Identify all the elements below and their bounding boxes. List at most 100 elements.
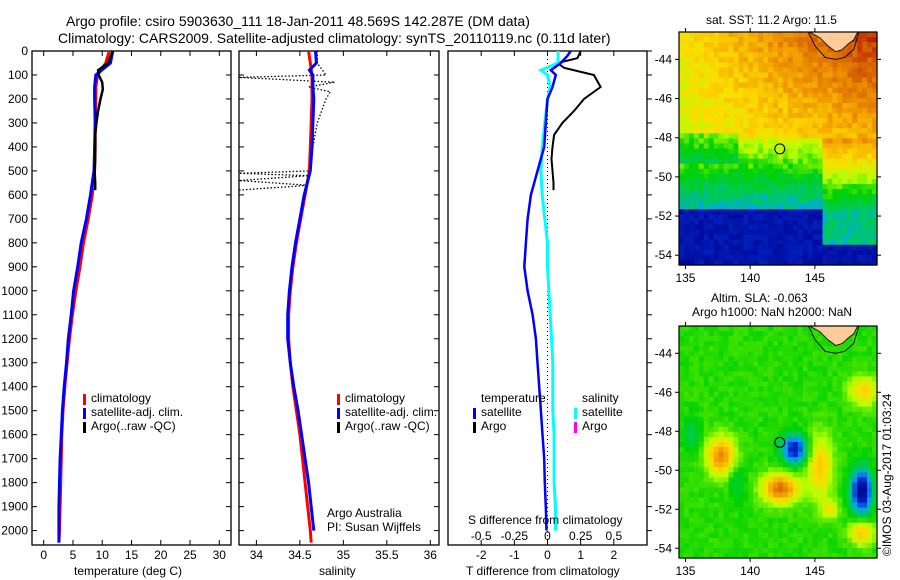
sdiff-tick-label: -0.5	[471, 529, 492, 543]
sst-map-depth-contour	[807, 31, 860, 60]
legend-temperature-argo: Argo	[481, 419, 507, 433]
salinity-x-tick-label: 34	[250, 548, 264, 562]
depth-tick-label: 1800	[1, 476, 28, 490]
temperature-climatology-line	[57, 50, 111, 543]
legend-swatch-satellite	[83, 408, 86, 419]
sdiff-x2label: S difference from climatology	[468, 513, 623, 527]
legend-swatch-argo	[83, 422, 86, 433]
sst-map-lon-tick-label: 140	[740, 271, 760, 285]
temperature-legend-climatology: climatology	[91, 391, 152, 405]
sla-map-lon-tick-label: 140	[740, 564, 760, 578]
sst-map-lat-tick-label: -44	[655, 52, 673, 66]
sst-map-lat-tick-label: -46	[655, 92, 673, 106]
sdiff-tick-label: 0.25	[569, 529, 593, 543]
depth-tick-label: 700	[8, 212, 28, 226]
sla-map-lat-tick-label: -44	[655, 346, 673, 360]
temperature-x-tick-label: 10	[96, 548, 110, 562]
depth-tick-label: 1700	[1, 452, 28, 466]
legend-swatch-salinity-satellite	[574, 408, 577, 419]
sst-map-lat-tick-label: -50	[655, 170, 673, 184]
sla-map-lat-tick-label: -52	[655, 502, 673, 516]
imos-credit: ©IMOS 03-Aug-2017 01:03:24	[880, 393, 894, 556]
temperature-x-tick-label: 20	[154, 548, 168, 562]
depth-tick-label: 200	[8, 92, 28, 106]
pi-institution: Argo Australia	[327, 506, 402, 520]
tdiff-argo-line	[550, 50, 602, 191]
sla-map-lat-tick-label: -54	[655, 541, 673, 555]
salinity-argo-line	[238, 51, 335, 191]
depth-tick-label: 300	[8, 116, 28, 130]
sst-map-land-tasmania	[808, 31, 859, 53]
sst-map-lat-tick-label: -52	[655, 209, 673, 223]
legend-salinity-satellite: satellite	[582, 405, 623, 419]
depth-tick-label: 900	[8, 260, 28, 274]
salinity-x-tick-label: 34.5	[288, 548, 312, 562]
sla-map-subtitle: Argo h1000: NaN h2000: NaN	[692, 305, 853, 319]
sla-map-argo-float-marker	[774, 436, 786, 448]
sla-map-land-tasmania	[808, 325, 859, 346]
temperature-legend-satellite: satellite-adj. clim.	[91, 405, 184, 419]
sdiff-tick-label: -0.25	[501, 529, 529, 543]
salinity-xlabel: salinity	[319, 564, 356, 578]
depth-tick-label: 800	[8, 236, 28, 250]
salinity-legend-satellite: satellite-adj. clim.	[345, 405, 438, 419]
legend-swatch-climatology	[83, 394, 86, 405]
salinity-x-tick-label: 36	[424, 548, 438, 562]
sla-map-frame	[678, 325, 878, 559]
temperature-legend-argo: Argo(..raw -QC)	[91, 419, 176, 433]
salinity-x-tick-label: 35	[337, 548, 351, 562]
depth-tick-label: 600	[8, 188, 28, 202]
depth-tick-label: 1200	[1, 332, 28, 346]
temperature-xlabel: temperature (deg C)	[74, 564, 183, 578]
sla-map-lon-tick-label: 135	[675, 564, 695, 578]
depth-tick-label: 1400	[1, 380, 28, 394]
sdiff-satellite-line	[537, 51, 560, 531]
sla-map-cells	[679, 326, 878, 559]
sst-map-frame	[678, 31, 878, 266]
sla-map-title: Altim. SLA: -0.063	[711, 291, 808, 305]
temperature-x-tick-label: 5	[70, 548, 77, 562]
sst-map-lat-tick-label: -48	[655, 131, 673, 145]
temperature-argo-line	[93, 50, 114, 191]
depth-tick-label: 1000	[1, 284, 28, 298]
legend-swatch-temperature-argo	[473, 422, 476, 433]
temperature-x-tick-label: 25	[183, 548, 197, 562]
depth-tick-label: 100	[8, 68, 28, 82]
legend-salinity-title: salinity	[582, 391, 619, 405]
tdiff-x-tick-label: -2	[476, 548, 487, 562]
depth-tick-label: 500	[8, 164, 28, 178]
depth-tick-label: 1500	[1, 404, 28, 418]
depth-tick-label: 1100	[2, 308, 28, 322]
legend-swatch-salinity-argo	[574, 422, 577, 433]
legend-swatch-satellite	[337, 408, 340, 419]
salinity-legend-argo: Argo(..raw -QC)	[345, 419, 430, 433]
sst-map-title: sat. SST: 11.2 Argo: 11.5	[706, 13, 837, 27]
tdiff-x-tick-label: -1	[509, 548, 520, 562]
legend-temperature-satellite: satellite	[481, 405, 522, 419]
tdiff-x-tick-label: 0	[544, 548, 551, 562]
sla-map-lon-tick-label: 145	[805, 564, 825, 578]
pi-name: PI: Susan Wijffels	[327, 520, 421, 534]
tdiff-x-tick-label: 1	[577, 548, 584, 562]
figure-title-line2: Climatology: CARS2009. Satellite-adjuste…	[58, 30, 611, 46]
legend-temperature-title: temperature	[481, 391, 546, 405]
depth-tick-label: 1600	[1, 428, 28, 442]
temperature-x-tick-label: 30	[213, 548, 227, 562]
sla-map-lat-tick-label: -50	[655, 463, 673, 477]
legend-salinity-argo: Argo	[582, 419, 608, 433]
sst-map-lat-tick-label: -54	[655, 248, 673, 262]
salinity-satellite-line	[286, 50, 318, 531]
legend-swatch-argo	[337, 422, 340, 433]
sla-map-lat-tick-label: -46	[655, 385, 673, 399]
temperature-x-tick-label: 15	[125, 548, 139, 562]
salinity-x-tick-label: 35.5	[375, 548, 399, 562]
sst-map-lon-tick-label: 145	[805, 271, 825, 285]
depth-tick-label: 1900	[1, 500, 28, 514]
sst-map-cells	[679, 32, 878, 266]
depth-tick-label: 1300	[1, 356, 28, 370]
depth-tick-label: 0	[21, 44, 28, 58]
tdiff-xlabel: T difference from climatology	[466, 564, 620, 578]
salinity-legend-climatology: climatology	[345, 391, 406, 405]
legend-swatch-climatology	[337, 394, 340, 405]
